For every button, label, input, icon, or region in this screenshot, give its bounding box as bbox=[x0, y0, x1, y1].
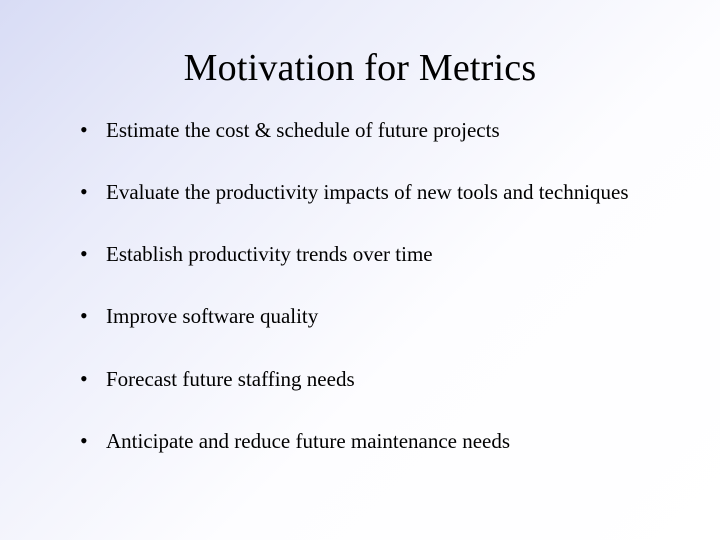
list-item: Evaluate the productivity impacts of new… bbox=[80, 180, 658, 204]
list-item: Forecast future staffing needs bbox=[80, 367, 658, 391]
list-item: Improve software quality bbox=[80, 304, 658, 328]
list-item: Establish productivity trends over time bbox=[80, 242, 658, 266]
list-item: Anticipate and reduce future maintenance… bbox=[80, 429, 658, 453]
list-item: Estimate the cost & schedule of future p… bbox=[80, 118, 658, 142]
slide-title: Motivation for Metrics bbox=[0, 0, 720, 108]
presentation-slide: Motivation for Metrics Estimate the cost… bbox=[0, 0, 720, 540]
bullet-list: Estimate the cost & schedule of future p… bbox=[0, 108, 720, 453]
